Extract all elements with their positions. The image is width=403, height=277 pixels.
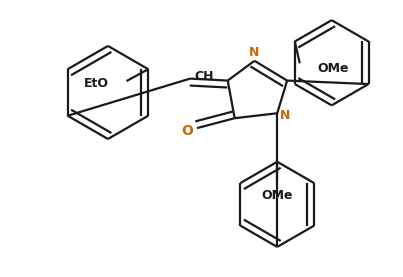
Text: N: N <box>249 46 260 59</box>
Text: CH: CH <box>194 70 214 83</box>
Text: OMe: OMe <box>318 62 349 75</box>
Text: O: O <box>181 124 193 138</box>
Text: N: N <box>280 109 290 122</box>
Text: EtO: EtO <box>84 76 109 89</box>
Text: OMe: OMe <box>262 189 293 202</box>
